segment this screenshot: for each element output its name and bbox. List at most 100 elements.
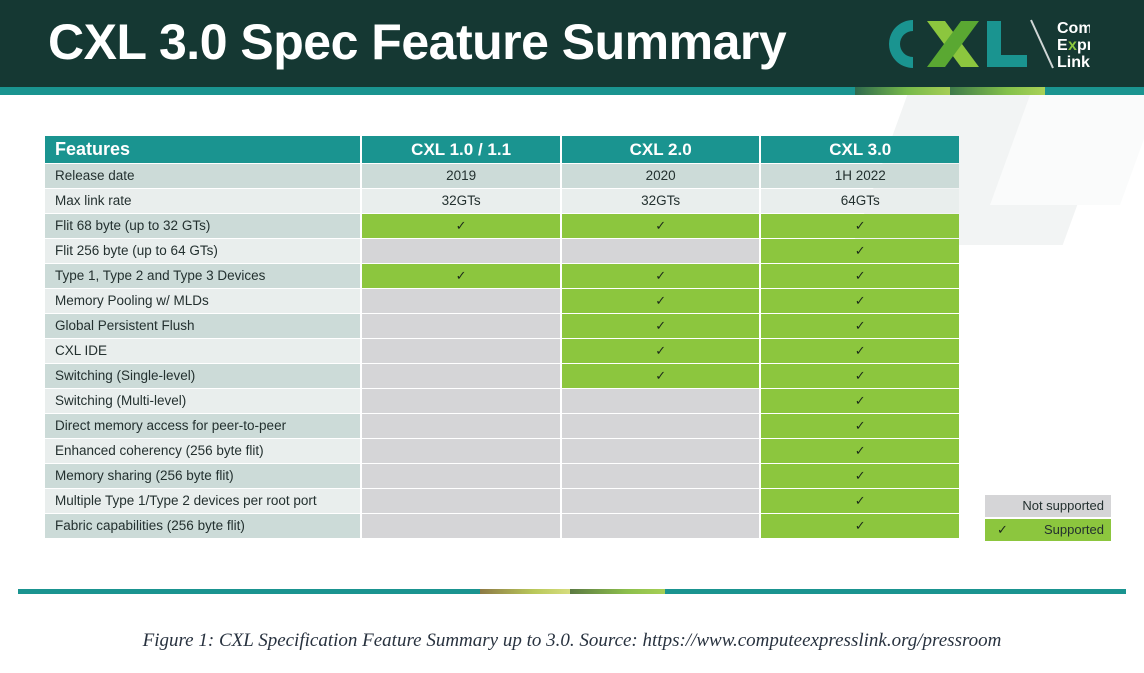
column-header-features: Features (45, 136, 361, 163)
svg-text:E: E (1057, 37, 1068, 54)
table-row: Enhanced coherency (256 byte flit) ✓ (45, 438, 960, 463)
check-icon: ✓ (854, 268, 866, 283)
table-row: Switching (Single-level) ✓ ✓ (45, 363, 960, 388)
cell-not-supported (362, 389, 560, 413)
check-icon: ✓ (854, 393, 866, 408)
legend-not-supported: Not supported (985, 495, 1111, 517)
cell-not-supported (362, 289, 560, 313)
table-row: Flit 68 byte (up to 32 GTs) ✓ ✓ ✓ (45, 213, 960, 238)
check-icon: ✓ (655, 368, 667, 383)
table-row: Direct memory access for peer-to-peer ✓ (45, 413, 960, 438)
feature-name: Direct memory access for peer-to-peer (45, 414, 361, 438)
feature-name: Memory Pooling w/ MLDs (45, 289, 361, 313)
cell-supported: ✓ (561, 264, 760, 288)
svg-text:Link: Link (1057, 54, 1090, 71)
feature-name: Flit 68 byte (up to 32 GTs) (45, 214, 361, 238)
header-accent-gradient-2 (950, 87, 1045, 95)
check-icon: ✓ (854, 368, 866, 383)
cell-not-supported (362, 414, 560, 438)
column-header-3: CXL 3.0 (761, 136, 960, 163)
check-icon: ✓ (854, 218, 866, 233)
page-title: CXL 3.0 Spec Feature Summary (48, 14, 787, 70)
legend-supported: ✓ Supported (985, 519, 1111, 541)
cell-not-supported (362, 489, 560, 513)
cell-supported: ✓ (761, 439, 960, 463)
cell-supported: ✓ (761, 314, 960, 338)
figure-caption: Figure 1: CXL Specification Feature Summ… (142, 630, 1002, 651)
feature-name: Switching (Multi-level) (45, 389, 361, 413)
cell-supported: ✓ (761, 239, 960, 263)
svg-text:press: press (1077, 37, 1090, 54)
header-accent-gradient-1 (855, 87, 950, 95)
check-icon: ✓ (455, 218, 467, 233)
check-icon: ✓ (655, 218, 667, 233)
feature-name: Multiple Type 1/Type 2 devices per root … (45, 489, 361, 513)
cell-supported: ✓ (761, 339, 960, 363)
check-icon: ✓ (854, 518, 866, 533)
table-row: Memory sharing (256 byte flit) ✓ (45, 463, 960, 488)
cell-supported: ✓ (761, 214, 960, 238)
cell-supported: ✓ (761, 489, 960, 513)
cell-not-supported (362, 514, 560, 538)
legend: Not supported ✓ Supported (985, 495, 1111, 541)
cell-supported: ✓ (362, 264, 560, 288)
check-icon: ✓ (655, 343, 667, 358)
cell-not-supported (561, 389, 760, 413)
cell-supported: ✓ (761, 414, 960, 438)
feature-name: Max link rate (45, 189, 361, 213)
cell-supported: ✓ (561, 289, 760, 313)
svg-text:x: x (1068, 37, 1077, 54)
table-row: Multiple Type 1/Type 2 devices per root … (45, 488, 960, 513)
cell-not-supported (561, 439, 760, 463)
feature-name: Switching (Single-level) (45, 364, 361, 388)
check-icon: ✓ (854, 343, 866, 358)
cell-not-supported (362, 314, 560, 338)
cell-not-supported (561, 464, 760, 488)
cell-supported: ✓ (761, 514, 960, 538)
cxl-logo: Compute E x press Link TM (875, 14, 1090, 74)
cxl-logo-svg: Compute E x press Link TM (889, 19, 1090, 71)
check-icon: ✓ (854, 493, 866, 508)
cell-supported: ✓ (561, 339, 760, 363)
cell-not-supported (362, 239, 560, 263)
feature-name: Flit 256 byte (up to 64 GTs) (45, 239, 361, 263)
cell-not-supported (561, 489, 760, 513)
cell-supported: ✓ (561, 364, 760, 388)
table-row: Switching (Multi-level) ✓ (45, 388, 960, 413)
table-row: Fabric capabilities (256 byte flit) ✓ (45, 513, 960, 538)
table-header-row: Features CXL 1.0 / 1.1 CXL 2.0 CXL 3.0 (45, 136, 960, 163)
footer-accent-gradient-2 (570, 589, 665, 594)
cell-not-supported (561, 414, 760, 438)
header-accent-rule (0, 87, 1144, 95)
cell-value: 32GTs (561, 189, 760, 213)
cell-not-supported (362, 339, 560, 363)
cell-supported: ✓ (761, 464, 960, 488)
feature-table: Features CXL 1.0 / 1.1 CXL 2.0 CXL 3.0 Relea… (45, 136, 960, 538)
cell-supported: ✓ (761, 364, 960, 388)
table-row: Max link rate 32GTs 32GTs 64GTs (45, 188, 960, 213)
check-icon: ✓ (854, 443, 866, 458)
table-body: Release date 2019 2020 1H 2022 Max link rate… (45, 163, 960, 538)
check-icon: ✓ (854, 468, 866, 483)
cell-value: 32GTs (362, 189, 560, 213)
check-icon: ✓ (655, 293, 667, 308)
cell-supported: ✓ (761, 264, 960, 288)
cell-not-supported (362, 439, 560, 463)
check-icon: ✓ (655, 318, 667, 333)
feature-name: Fabric capabilities (256 byte flit) (45, 514, 361, 538)
svg-text:Compute: Compute (1057, 20, 1090, 37)
cell-not-supported (362, 464, 560, 488)
slide: CXL 3.0 Spec Feature Summary Compute E x… (0, 0, 1144, 594)
check-icon: ✓ (854, 318, 866, 333)
cell-not-supported (561, 239, 760, 263)
legend-supported-label: Supported (1044, 522, 1104, 537)
table-row: CXL IDE ✓ ✓ (45, 338, 960, 363)
cell-value: 2020 (561, 164, 760, 188)
feature-name: Enhanced coherency (256 byte flit) (45, 439, 361, 463)
footer-accent-gradient-1 (480, 589, 570, 594)
cell-value: 64GTs (761, 189, 960, 213)
cell-not-supported (362, 364, 560, 388)
check-icon: ✓ (997, 522, 1008, 537)
check-icon: ✓ (854, 293, 866, 308)
feature-name: Release date (45, 164, 361, 188)
